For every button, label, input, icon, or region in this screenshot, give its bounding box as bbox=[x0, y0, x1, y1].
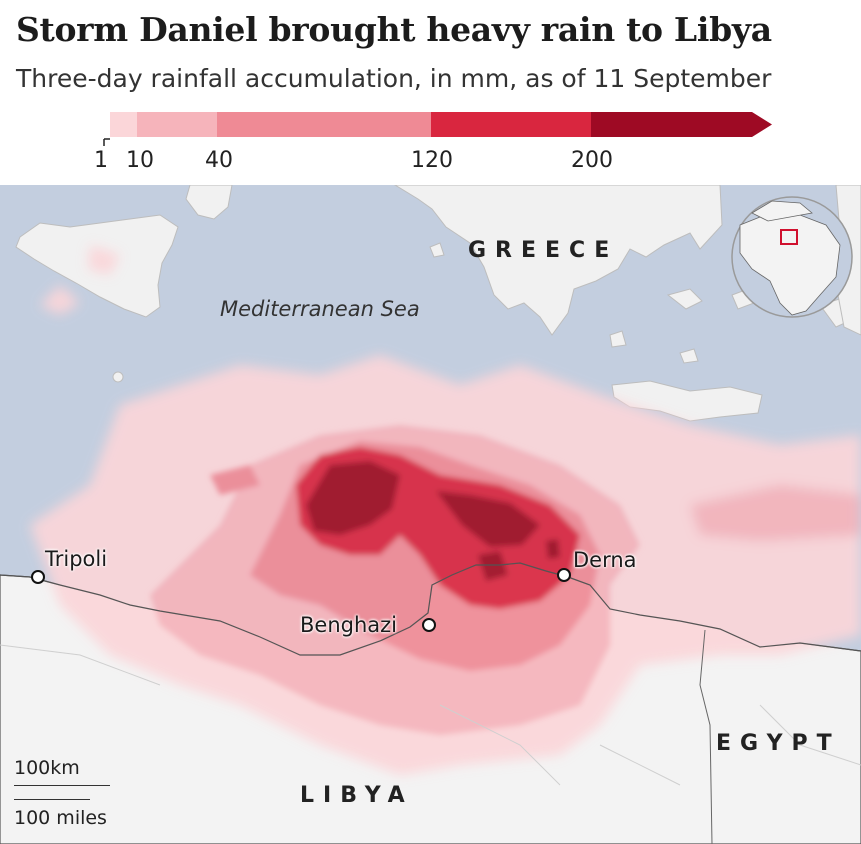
label-libya: LIBYA bbox=[300, 783, 414, 808]
city-label-tripoli: Tripoli bbox=[45, 547, 108, 571]
city-marker-icon bbox=[557, 568, 571, 582]
legend-swatch-120-200 bbox=[431, 112, 591, 137]
legend-swatch-1-10 bbox=[110, 112, 137, 137]
map-canvas bbox=[0, 185, 861, 844]
page-subtitle: Three-day rainfall accumulation, in mm, … bbox=[16, 64, 772, 93]
rainfall-map: GREECE Mediterranean Sea LIBYA EGYPT Tri… bbox=[0, 185, 861, 844]
legend-tick-200: 200 bbox=[571, 148, 613, 173]
legend-swatch-40-120 bbox=[217, 112, 431, 137]
legend-tick-10: 10 bbox=[126, 148, 154, 173]
page-title: Storm Daniel brought heavy rain to Libya bbox=[16, 10, 772, 49]
scale-bar-miles bbox=[14, 799, 90, 800]
rainfall-legend: 1 10 40 120 200 bbox=[0, 106, 861, 178]
rainfall-overlay bbox=[30, 245, 861, 775]
legend-tick-40: 40 bbox=[205, 148, 233, 173]
italy-land bbox=[185, 185, 233, 220]
rain-zone-200-plus bbox=[306, 461, 400, 535]
locator-globe-icon bbox=[731, 196, 853, 318]
city-label-benghazi: Benghazi bbox=[300, 613, 398, 637]
legend-swatch-200-plus bbox=[591, 112, 772, 137]
legend-tick-120: 120 bbox=[411, 148, 453, 173]
label-mediterranean-sea: Mediterranean Sea bbox=[220, 297, 420, 321]
scale-km-label: 100km bbox=[14, 757, 80, 779]
coastline bbox=[0, 562, 861, 656]
city-label-derna: Derna bbox=[573, 548, 637, 572]
libya-egypt-border bbox=[699, 629, 713, 844]
label-greece: GREECE bbox=[468, 238, 619, 263]
legend-swatch-10-40 bbox=[137, 112, 217, 137]
greece-land bbox=[394, 185, 723, 336]
legend-tick-1: 1 bbox=[94, 148, 108, 173]
label-egypt: EGYPT bbox=[716, 731, 841, 756]
city-marker-icon bbox=[422, 618, 436, 632]
city-marker-icon bbox=[31, 570, 45, 584]
scale-bar bbox=[14, 785, 110, 786]
scale-miles-label: 100 miles bbox=[14, 807, 107, 829]
